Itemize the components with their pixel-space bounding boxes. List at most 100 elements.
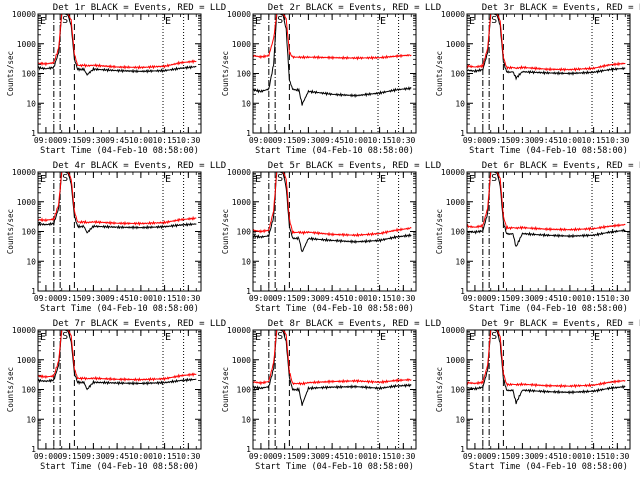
y-tick-label: 10000 xyxy=(441,168,465,177)
y-tick-label: 10000 xyxy=(12,168,36,177)
marker-label-end: E xyxy=(594,332,600,343)
plot-frame xyxy=(252,329,417,450)
x-tick-label: 09:15 xyxy=(58,294,82,303)
x-tick-label: 09:30 xyxy=(510,136,534,145)
marker-label-start: E xyxy=(40,332,46,343)
x-tick-label: 09:15 xyxy=(273,136,297,145)
y-axis-title: Counts/sec xyxy=(6,209,15,254)
y-tick-label: 10000 xyxy=(441,326,465,335)
x-tick-label: 09:15 xyxy=(487,136,511,145)
marker-label-end: E xyxy=(380,174,386,185)
x-tick-label: 09:00 xyxy=(249,452,273,461)
y-tick-label: 1 xyxy=(31,445,36,454)
plot-frame xyxy=(37,171,202,292)
y-tick-label: 1000 xyxy=(232,356,251,365)
panel-7: Det 7r BLACK = Events, RED = LLD 1 10 100 10… xyxy=(6,319,226,472)
panel-title: Det 9r BLACK = Events, RED = LLD xyxy=(482,319,640,329)
y-tick-label: 10 xyxy=(241,99,251,108)
y-tick-label: 100 xyxy=(237,228,252,237)
panel-title: Det 2r BLACK = Events, RED = LLD xyxy=(268,3,441,13)
y-tick-label: 10000 xyxy=(227,10,251,19)
marker-label-start: E xyxy=(255,332,261,343)
marker-label-mid: S xyxy=(491,173,497,184)
plot-frame xyxy=(466,329,631,450)
x-tick-label: 09:30 xyxy=(296,294,320,303)
y-tick-label: 10000 xyxy=(12,10,36,19)
y-axis-title: Counts/sec xyxy=(435,209,444,254)
x-tick-label: 10:00 xyxy=(558,136,582,145)
marker-label-mid: S xyxy=(491,15,497,26)
panel-1: Det 1r BLACK = Events, RED = LLD 1 10 100 10… xyxy=(6,3,226,156)
y-tick-label: 100 xyxy=(22,386,37,395)
x-tick-label: 09:45 xyxy=(534,136,558,145)
marker-label-end: E xyxy=(380,332,386,343)
y-tick-label: 10000 xyxy=(227,326,251,335)
x-tick-label: 09:45 xyxy=(534,294,558,303)
x-tick-label: 09:45 xyxy=(105,136,129,145)
y-tick-label: 100 xyxy=(22,70,37,79)
y-tick-label: 100 xyxy=(22,228,37,237)
panel-title: Det 6r BLACK = Events, RED = LLD xyxy=(482,161,640,171)
x-axis-title: Start Time (04-Feb-10 08:58:00) xyxy=(255,146,414,156)
y-axis-title: Counts/sec xyxy=(221,209,230,254)
panel-3: Det 3r BLACK = Events, RED = LLD 1 10 100 10… xyxy=(435,3,640,156)
marker-label-end: E xyxy=(380,16,386,27)
panel-title: Det 3r BLACK = Events, RED = LLD xyxy=(482,3,640,13)
x-tick-label: 10:00 xyxy=(558,452,582,461)
x-tick-label: 10:30 xyxy=(176,136,200,145)
y-tick-label: 10 xyxy=(455,99,465,108)
y-axis-title: Counts/sec xyxy=(6,51,15,96)
plot-frame xyxy=(466,13,631,134)
x-tick-label: 09:30 xyxy=(296,452,320,461)
x-tick-label: 09:00 xyxy=(34,294,58,303)
x-tick-label: 10:30 xyxy=(605,452,629,461)
y-tick-label: 10000 xyxy=(12,326,36,335)
panel-title: Det 7r BLACK = Events, RED = LLD xyxy=(53,319,226,329)
x-tick-label: 09:30 xyxy=(81,452,105,461)
marker-label-end: E xyxy=(165,332,171,343)
panel-2: Det 2r BLACK = Events, RED = LLD 1 10 100 10… xyxy=(221,3,441,156)
x-tick-label: 10:00 xyxy=(344,136,368,145)
marker-label-mid: S xyxy=(62,173,68,184)
marker-label-mid: S xyxy=(277,331,283,342)
x-tick-label: 09:00 xyxy=(34,452,58,461)
x-axis-title: Start Time (04-Feb-10 08:58:00) xyxy=(469,304,628,314)
marker-label-mid: S xyxy=(277,15,283,26)
x-tick-label: 10:15 xyxy=(368,452,392,461)
marker-label-mid: S xyxy=(277,173,283,184)
x-tick-label: 09:00 xyxy=(463,452,487,461)
marker-label-end: E xyxy=(165,16,171,27)
y-tick-label: 100 xyxy=(451,386,466,395)
x-tick-label: 09:45 xyxy=(320,136,344,145)
x-tick-label: 10:00 xyxy=(129,294,153,303)
y-axis-title: Counts/sec xyxy=(221,367,230,412)
x-tick-label: 09:45 xyxy=(105,294,129,303)
y-tick-label: 1000 xyxy=(446,40,465,49)
x-tick-label: 10:15 xyxy=(368,294,392,303)
x-tick-label: 10:30 xyxy=(391,294,415,303)
marker-label-start: E xyxy=(40,174,46,185)
y-tick-label: 10 xyxy=(455,257,465,266)
x-tick-label: 10:30 xyxy=(176,452,200,461)
y-tick-label: 100 xyxy=(237,70,252,79)
marker-label-end: E xyxy=(165,174,171,185)
y-tick-label: 1000 xyxy=(232,40,251,49)
y-tick-label: 10000 xyxy=(441,10,465,19)
y-tick-label: 10 xyxy=(455,415,465,424)
x-tick-label: 10:15 xyxy=(153,294,177,303)
y-axis-title: Counts/sec xyxy=(435,51,444,96)
x-tick-label: 10:15 xyxy=(153,136,177,145)
x-axis-title: Start Time (04-Feb-10 08:58:00) xyxy=(40,146,199,156)
marker-label-start: E xyxy=(255,174,261,185)
y-tick-label: 1 xyxy=(460,445,465,454)
x-tick-label: 10:15 xyxy=(582,136,606,145)
panel-9: Det 9r BLACK = Events, RED = LLD 1 10 100 10… xyxy=(435,319,640,472)
y-tick-label: 100 xyxy=(237,386,252,395)
y-axis-title: Counts/sec xyxy=(221,51,230,96)
x-tick-label: 10:15 xyxy=(368,136,392,145)
x-axis-title: Start Time (04-Feb-10 08:58:00) xyxy=(469,462,628,472)
x-tick-label: 10:00 xyxy=(129,452,153,461)
x-tick-label: 09:30 xyxy=(296,136,320,145)
x-axis-title: Start Time (04-Feb-10 08:58:00) xyxy=(469,146,628,156)
